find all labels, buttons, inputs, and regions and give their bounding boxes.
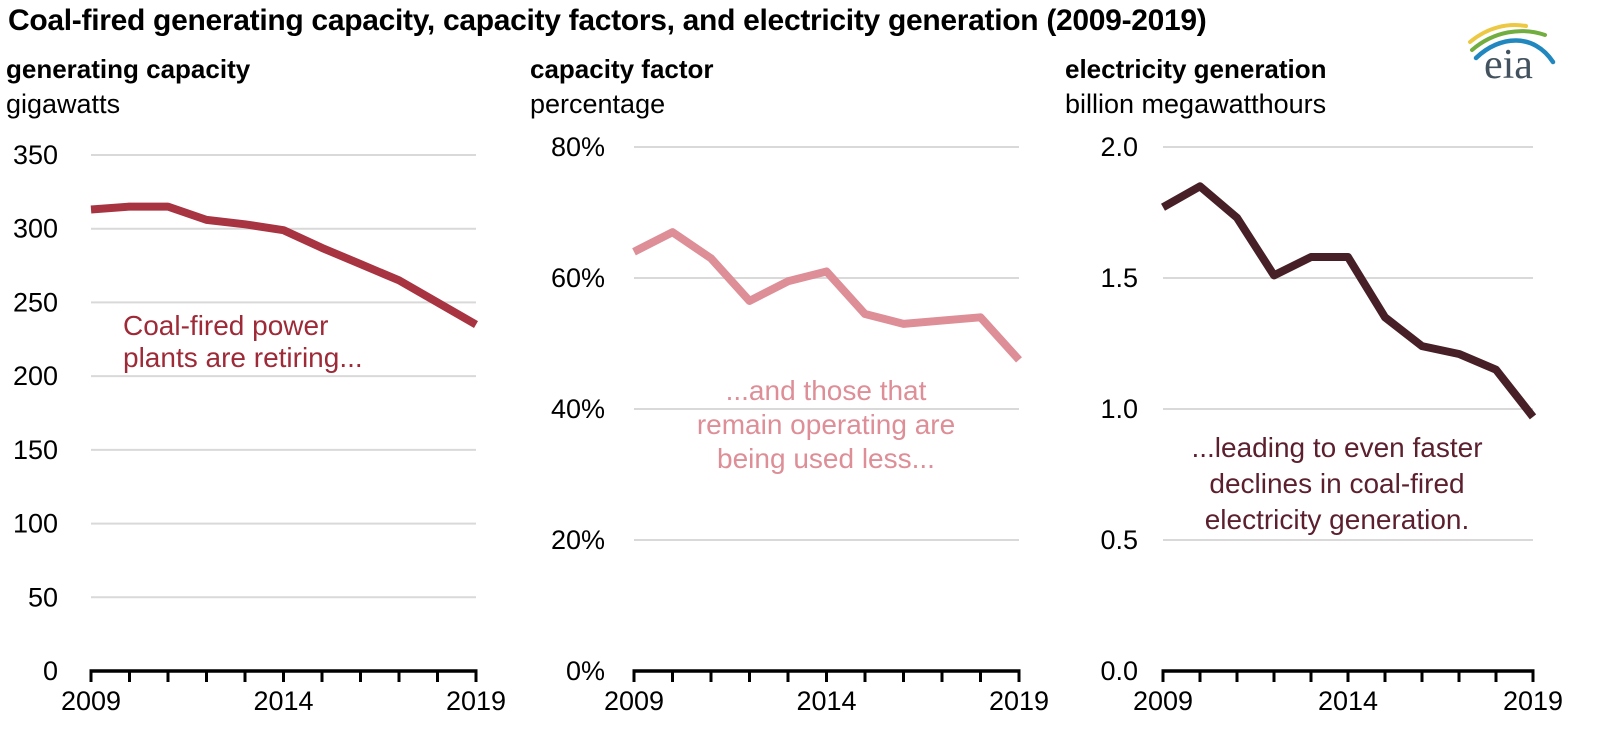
y-axis-tick-label: 0 <box>43 656 58 686</box>
chart-annotation: ...and those that remain operating are bei… <box>697 375 955 474</box>
y-axis-tick-label: 1.5 <box>1100 263 1138 293</box>
y-axis-tick-label: 80% <box>551 132 605 162</box>
eia-logo-arc-yellow <box>1468 23 1528 44</box>
eia-logo-arc-blue <box>1473 38 1556 65</box>
y-axis-tick-label: 2.0 <box>1100 132 1138 162</box>
x-axis-tick-label: 2009 <box>61 686 121 716</box>
y-axis-tick-label: 0.0 <box>1100 656 1138 686</box>
chart-annotation: ...leading to even faster declines in coa… <box>1191 432 1482 535</box>
y-axis-tick-label: 250 <box>13 287 58 317</box>
x-axis-tick-label: 2009 <box>1133 686 1193 716</box>
panel-unit: percentage <box>530 89 666 119</box>
y-axis-tick-label: 300 <box>13 214 58 244</box>
x-axis-tick-label: 2014 <box>1318 686 1378 716</box>
chart-annotation: Coal-fired power plants are retiring... <box>123 310 363 373</box>
y-axis-tick-label: 20% <box>551 525 605 555</box>
generating-capacity-line <box>90 202 478 329</box>
panel-title: capacity factor <box>530 54 714 84</box>
panel-unit: gigawatts <box>6 89 121 119</box>
y-axis-tick-label: 0% <box>566 656 605 686</box>
panel-title: electricity generation <box>1065 54 1327 84</box>
x-axis-tick-label: 2014 <box>253 686 313 716</box>
y-axis-tick-label: 50 <box>28 582 58 612</box>
panel-title: generating capacity <box>6 54 251 84</box>
x-axis-tick-label: 2019 <box>989 686 1049 716</box>
page-title: Coal-fired generating capacity, capacity… <box>8 4 1207 37</box>
panel-unit: billion megawatthours <box>1065 89 1327 119</box>
y-axis-tick-label: 200 <box>13 361 58 391</box>
eia-logo-text: eia <box>1484 42 1533 84</box>
y-axis-tick-label: 350 <box>13 140 58 170</box>
eia-logo-arc-green <box>1470 29 1547 52</box>
y-axis-tick-label: 150 <box>13 435 58 465</box>
eia-logo: eia <box>1468 23 1556 84</box>
x-axis-tick-label: 2014 <box>796 686 856 716</box>
x-axis-tick-label: 2019 <box>1503 686 1563 716</box>
y-axis-tick-label: 100 <box>13 509 58 539</box>
x-axis-tick-label: 2009 <box>604 686 664 716</box>
y-axis-tick-label: 0.5 <box>1100 525 1138 555</box>
x-axis-tick-label: 2019 <box>446 686 506 716</box>
capacity-factor-line <box>632 228 1022 363</box>
y-axis-tick-label: 40% <box>551 394 605 424</box>
y-axis-tick-label: 60% <box>551 263 605 293</box>
electricity-generation-line <box>1161 182 1537 420</box>
y-axis-tick-label: 1.0 <box>1100 394 1138 424</box>
